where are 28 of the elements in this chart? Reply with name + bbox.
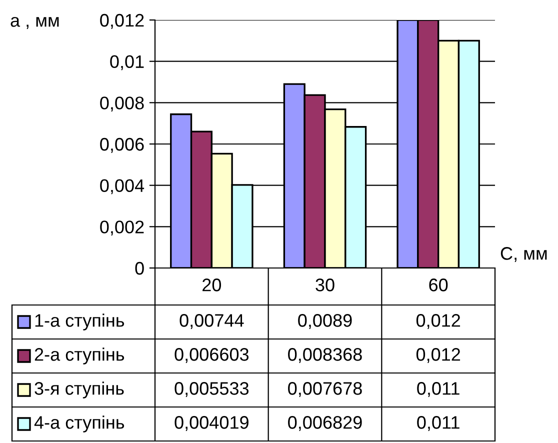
y-tick-label: 0,008: [100, 96, 144, 112]
legend-label: 3-я ступінь: [34, 382, 124, 398]
x-tick-label: 60: [429, 278, 448, 292]
y-tick-label: 0,01: [110, 55, 144, 70]
legend-label: 2-а ступінь: [34, 348, 124, 364]
legend-label: 1-а ступінь: [35, 314, 124, 330]
data-label: 0,011: [417, 416, 460, 431]
legend-label: 4-а ступінь: [34, 416, 124, 432]
data-label: 0,012: [416, 348, 460, 363]
x-axis-title: C, мм: [500, 247, 547, 262]
data-label: 0,005533: [174, 382, 249, 397]
x-tick-label: 30: [316, 278, 334, 292]
data-label: 0,011: [417, 382, 460, 397]
y-tick-label: 0,002: [100, 220, 144, 236]
data-label: 0,012: [416, 314, 460, 329]
data-label: 0,006603: [174, 348, 249, 363]
y-tick-label: 0: [135, 262, 144, 275]
data-label: 0,004019: [174, 416, 248, 431]
y-tick-label: 0,004: [100, 179, 144, 194]
y-tick-label: 0,012: [100, 14, 144, 29]
y-axis-title: a , мм: [10, 16, 59, 29]
x-tick-label: 20: [202, 278, 222, 292]
y-tick-label: 0,006: [100, 138, 144, 153]
data-label: 0,00744: [180, 314, 244, 329]
data-label: 0,007678: [288, 382, 362, 397]
data-label: 0,0089: [298, 314, 352, 329]
data-label: 0,008368: [288, 348, 362, 363]
data-label: 0,006829: [288, 416, 362, 431]
